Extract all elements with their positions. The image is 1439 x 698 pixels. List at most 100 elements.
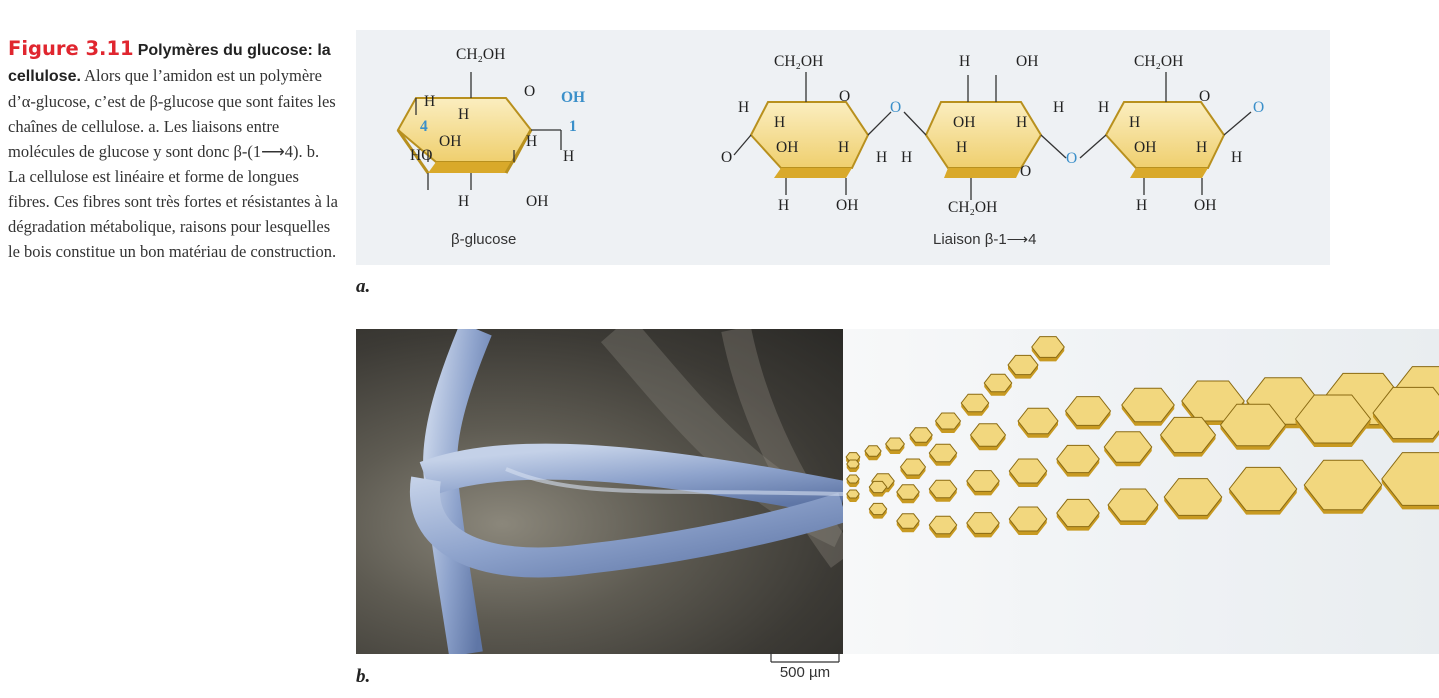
glucose-hexagon <box>1064 396 1112 430</box>
glucose-hexagon <box>1381 452 1439 510</box>
oh-label: OH <box>1134 139 1156 156</box>
glucose-hexagon <box>966 470 1000 496</box>
glucose-hexagon <box>966 512 1000 538</box>
h-label: H <box>956 139 967 156</box>
glucose-hexagon <box>928 515 958 538</box>
figure-caption-body: Alors que l’amidon est un polymère d’α-g… <box>8 66 338 261</box>
carbon-number-1: 1 <box>569 118 577 135</box>
h-label: H <box>1129 114 1140 131</box>
glucose-hexagon <box>1372 386 1439 443</box>
panel-b-letter: b. <box>356 666 371 687</box>
glucose-hexagon <box>1008 506 1048 535</box>
h-label: H <box>774 114 785 131</box>
h-label: H <box>1098 99 1109 116</box>
h-label: H <box>838 139 849 156</box>
h-label: H <box>526 133 537 150</box>
glycosidic-oxygen-label: O <box>890 99 901 116</box>
glucose-hexagon <box>1163 478 1223 520</box>
glucose-hexagon <box>960 393 990 416</box>
h-label: H <box>458 193 469 210</box>
glucose-hexagon <box>1121 387 1175 426</box>
h-label: H <box>738 99 749 116</box>
beta-glucose-molecule: CH₂OH O OH H H OH HO H H H OH 4 1 β-gluc… <box>396 46 585 248</box>
scale-bar <box>770 652 840 663</box>
glucose-hexagon <box>896 484 920 504</box>
cellulose-chain-molecule: CH₂OH O H H OH H O H H OH O H OH OH H H … <box>721 53 1264 248</box>
glycosidic-oxygen-label: O <box>1066 150 1077 167</box>
figure-label: Figure 3.11 <box>8 37 134 60</box>
glucose-hexagon <box>983 373 1013 396</box>
glucose-hexagon <box>934 412 962 433</box>
hexagon-chains <box>845 336 1439 538</box>
o-label: O <box>721 149 732 166</box>
h-label: H <box>1053 99 1064 116</box>
linkage-label: Liaison β-1⟶4 <box>933 231 1037 248</box>
glucose-hexagon <box>1031 336 1065 362</box>
carbon-number-4: 4 <box>420 118 428 135</box>
h-label: H <box>424 93 435 110</box>
ch2oh-label: CH₂OH <box>948 199 997 216</box>
glucose-hexagon <box>1107 488 1159 525</box>
glucose-hexagon <box>896 513 920 533</box>
glucose-hexagon <box>928 443 958 466</box>
glucose-hexagon <box>868 502 888 519</box>
ho-label: HO <box>410 147 432 164</box>
terminal-oxygen-label: O <box>1253 99 1264 116</box>
oh-label: OH <box>776 139 798 156</box>
ring-oxygen-label: O <box>524 83 535 100</box>
h-label: H <box>458 106 469 123</box>
glucose-hexagon <box>1103 431 1153 467</box>
glucose-hexagon <box>1303 459 1383 514</box>
glucose-hexagon <box>1008 458 1048 487</box>
scale-bar-label: 500 µm <box>779 664 831 681</box>
h-label: H <box>901 149 912 166</box>
oh-label: OH <box>836 197 858 214</box>
h-label: H <box>1196 139 1207 156</box>
fiber-illustration <box>409 329 843 654</box>
glucose-structures-diagram: CH₂OH O OH H H OH HO H H H OH 4 1 β-gluc… <box>396 46 1264 248</box>
anomeric-oh-label: OH <box>561 89 585 106</box>
cellulose-chains-illustration <box>843 329 1439 654</box>
ring-oxygen-label: O <box>839 88 850 105</box>
glucose-hexagon <box>1017 407 1059 438</box>
glucose-hexagon <box>1228 466 1298 515</box>
h-label: H <box>1231 149 1242 166</box>
oh-label: OH <box>526 193 548 210</box>
glucose-hexagon <box>864 445 882 461</box>
oh-label: OH <box>1194 197 1216 214</box>
glucose-hexagon <box>846 474 860 487</box>
glucose-hexagon <box>1159 416 1217 457</box>
glucose-hexagon <box>909 427 933 447</box>
glucose-hexagon <box>846 459 860 472</box>
figure-caption: Figure 3.11 Polymères du glucose: la cel… <box>8 36 338 264</box>
ch2oh-label: CH₂OH <box>456 46 505 63</box>
h-label: H <box>876 149 887 166</box>
h-label: H <box>563 148 574 165</box>
glucose-hexagon <box>1219 403 1287 450</box>
h-label: H <box>1016 114 1027 131</box>
glucose-hexagon <box>899 458 927 479</box>
figure-title: Polymères du glucose: la cellulose. <box>8 42 331 85</box>
cellulose-fiber-micrograph <box>356 329 843 654</box>
h-label: H <box>1136 197 1147 214</box>
panel-a-letter: a. <box>356 276 371 297</box>
glucose-hexagon <box>1007 354 1039 379</box>
h-label: H <box>959 53 970 70</box>
glucose-hexagon <box>1056 498 1100 531</box>
glucose-hexagon <box>969 423 1007 451</box>
glucose-hexagon <box>1294 394 1372 447</box>
ring-oxygen-label: O <box>1020 163 1031 180</box>
glucose-hexagon <box>1056 444 1100 477</box>
ch2oh-label: CH₂OH <box>1134 53 1183 70</box>
oh-label: OH <box>953 114 975 131</box>
oh-label: OH <box>439 133 461 150</box>
ch2oh-label: CH₂OH <box>774 53 823 70</box>
oh-label: OH <box>1016 53 1038 70</box>
glucose-hexagon <box>884 437 906 454</box>
ring-oxygen-label: O <box>1199 88 1210 105</box>
panel-a-structures: CH₂OH O OH H H OH HO H H H OH 4 1 β-gluc… <box>356 30 1330 265</box>
glucose-hexagon <box>846 489 860 502</box>
glucose-hexagon <box>928 479 958 502</box>
glucose-hexagon <box>868 480 888 497</box>
beta-glucose-label: β-glucose <box>451 231 516 248</box>
